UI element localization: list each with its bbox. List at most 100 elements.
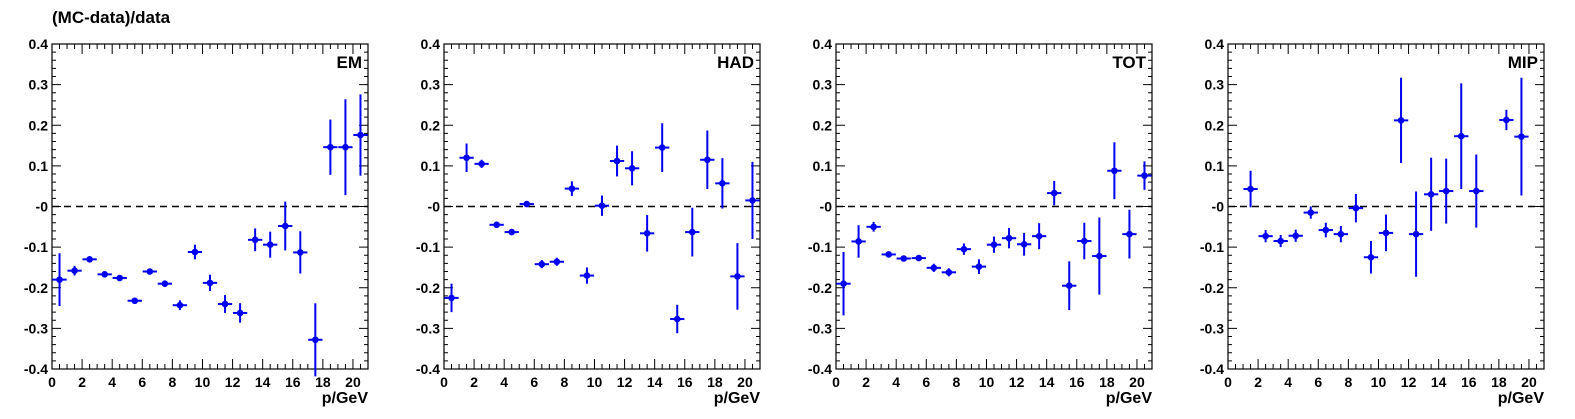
data-point [1141, 172, 1148, 179]
y-tick-label: -0 [428, 199, 441, 215]
x-tick-label: 6 [138, 374, 146, 390]
data-point [673, 315, 681, 323]
x-tick-label: 14 [1039, 374, 1055, 390]
data-point [1262, 232, 1269, 240]
x-tick-label: 8 [560, 374, 568, 390]
x-tick-label: 18 [1491, 374, 1507, 390]
y-tick-label: -0.3 [1200, 320, 1224, 336]
data-point [1005, 234, 1013, 242]
x-tick-label: 16 [285, 374, 301, 390]
data-point [1292, 232, 1300, 240]
x-tick-label: 20 [1521, 374, 1537, 390]
data-point [448, 294, 455, 302]
y-tick-label: -0.4 [1200, 361, 1224, 377]
data-point [1096, 252, 1103, 260]
data-point [628, 165, 636, 172]
data-point [1442, 187, 1450, 195]
x-tick-label: 20 [737, 374, 753, 390]
data-point [296, 249, 304, 256]
data-point [1367, 253, 1375, 261]
data-point [206, 279, 214, 287]
data-point [523, 200, 531, 208]
x-axis-label: p/GeV [1106, 390, 1153, 407]
y-tick-label: 0.2 [29, 117, 49, 133]
y-tick-label: -0.4 [808, 361, 832, 377]
data-point [1307, 209, 1315, 216]
data-point [915, 254, 923, 262]
data-point [131, 297, 139, 305]
y-tick-label: -0.4 [416, 361, 440, 377]
y-tick-label: -0.2 [24, 280, 48, 296]
y-tick-label: -0.3 [808, 320, 832, 336]
x-tick-label: 18 [315, 374, 331, 390]
data-point [86, 256, 93, 263]
x-tick-label: 6 [530, 374, 538, 390]
x-tick-label: 16 [677, 374, 693, 390]
x-tick-label: 2 [78, 374, 86, 390]
y-tick-label: -0.1 [808, 239, 832, 255]
x-axis-label: p/GeV [714, 390, 761, 407]
data-point [342, 143, 349, 151]
y-tick-label: 0.2 [1205, 117, 1225, 133]
data-point [1457, 132, 1465, 140]
chart-panel-tot: -0.4 -0.3 -0.2 -0.1 -0 0.1 0.2 0.3 0.4 0 2 4 6 8 10 12 1… [808, 36, 1153, 407]
x-tick-label: 0 [48, 374, 56, 390]
y-tick-label: 0.2 [421, 117, 441, 133]
data-point [236, 309, 244, 317]
y-tick-label: -0.2 [416, 280, 440, 296]
y-tick-label: 0.4 [421, 36, 441, 52]
x-tick-label: 8 [168, 374, 176, 390]
data-point [1382, 229, 1390, 237]
data-point [719, 180, 726, 187]
data-point [1427, 191, 1435, 198]
x-tick-label: 2 [862, 374, 870, 390]
data-point [1412, 230, 1420, 238]
data-point [1397, 117, 1405, 124]
data-point [56, 276, 63, 283]
data-point [176, 301, 184, 309]
data-point [463, 154, 470, 162]
data-point [975, 263, 983, 270]
y-tick-label: 0.1 [29, 158, 49, 174]
y-tick-label: 0.2 [813, 117, 833, 133]
x-tick-label: 0 [440, 374, 448, 390]
data-point [312, 336, 319, 344]
data-point [855, 238, 862, 245]
data-point [1035, 232, 1043, 240]
x-tick-label: 14 [647, 374, 663, 390]
y-tick-label: 0.3 [29, 77, 49, 93]
data-point [221, 300, 229, 308]
x-tick-label: 4 [500, 374, 508, 390]
data-point [251, 236, 259, 244]
data-point [281, 222, 289, 230]
y-tick-label: -0.4 [24, 361, 48, 377]
data-point [146, 268, 154, 275]
x-tick-label: 10 [979, 374, 995, 390]
data-point [101, 271, 108, 278]
data-point [357, 131, 364, 139]
data-point [1020, 240, 1028, 248]
data-point [1126, 230, 1133, 238]
data-point [1050, 189, 1058, 197]
data-point [900, 255, 908, 262]
data-point [1337, 230, 1345, 238]
data-point [1247, 185, 1254, 193]
data-point [1111, 167, 1118, 175]
data-point [658, 144, 666, 151]
x-tick-label: 4 [892, 374, 900, 390]
x-tick-label: 12 [225, 374, 241, 390]
chart-panel-mip: -0.4 -0.3 -0.2 -0.1 -0 0.1 0.2 0.3 0.4 0 2 4 6 8 10 12 1… [1200, 36, 1545, 407]
data-point [266, 241, 274, 248]
data-point [161, 280, 169, 287]
data-point [840, 280, 847, 287]
y-tick-label: 0.1 [813, 158, 833, 174]
x-tick-label: 18 [1099, 374, 1115, 390]
data-point [553, 258, 561, 266]
x-tick-label: 14 [1431, 374, 1447, 390]
x-tick-label: 0 [1224, 374, 1232, 390]
data-point [327, 143, 334, 151]
data-point [1322, 226, 1330, 234]
data-point [1472, 187, 1480, 195]
y-tick-label: -0.1 [416, 239, 440, 255]
data-point [870, 223, 877, 231]
